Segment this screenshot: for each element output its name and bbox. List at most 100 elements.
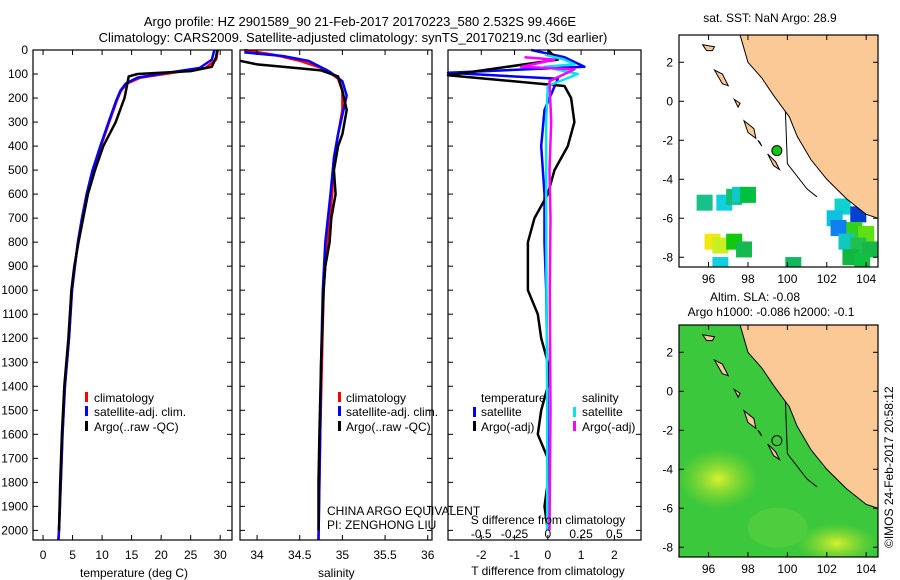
- island: [713, 358, 730, 377]
- legend-label: satellite: [582, 405, 623, 419]
- y-tick-label: 2: [666, 55, 673, 69]
- map-frame: [678, 324, 879, 558]
- x-tick-label: 0: [40, 548, 47, 562]
- island: [767, 443, 781, 461]
- legend-swatch-temp-argo: [473, 421, 476, 431]
- y-tick-label: 1600: [1, 427, 28, 441]
- island: [732, 387, 741, 399]
- plot-frame: [32, 49, 233, 541]
- legend-label: satellite-adj. clim.: [94, 405, 186, 419]
- series-line-salinity-argo-adj-: [519, 55, 576, 531]
- y-tick-label: 1000: [1, 283, 28, 297]
- s-tick-label: 0: [544, 527, 551, 541]
- map-content: [679, 325, 878, 557]
- figure-title-line1: Argo profile: HZ 2901589_90 21-Feb-2017 …: [144, 14, 577, 29]
- x-tick-label: 34: [250, 548, 264, 562]
- pi-line1: CHINA ARGO EQUIVALENT: [327, 504, 481, 518]
- sst-cell: [696, 194, 713, 211]
- series-line-temperature-satellite: [446, 48, 586, 531]
- y-tick-label: 1900: [1, 499, 28, 513]
- sumatra-land: [739, 35, 878, 219]
- island: [713, 68, 730, 87]
- argo-position-marker: [771, 145, 783, 157]
- y-tick-label: -4: [662, 172, 673, 186]
- series-line-argo-raw-qc-: [57, 49, 219, 531]
- s-tick-label: 0.5: [606, 527, 623, 541]
- y-tick-label: -6: [662, 211, 673, 225]
- y-tick-label: -6: [662, 501, 673, 515]
- x-tick-label: 96: [702, 562, 716, 576]
- s-tick-label: -0.5: [471, 527, 492, 541]
- x-tick-label: 25: [184, 548, 198, 562]
- sst-cell: [830, 220, 847, 237]
- island: [743, 409, 757, 430]
- temperature-legend: climatology satellite-adj. clim. Argo(..…: [85, 391, 186, 434]
- sst-map-title: sat. SST: NaN Argo: 28.9: [703, 11, 837, 25]
- legend-swatch-climatology: [338, 392, 341, 402]
- x-tick-label: 102: [817, 562, 837, 576]
- y-tick-label: 0: [666, 94, 673, 108]
- sumatra-land: [739, 325, 878, 509]
- salinity-axis-label: salinity: [318, 566, 355, 580]
- difference-panel: -2 -1 0 1 2 -0.5 -0.25 0 0.25 0.5: [446, 48, 642, 562]
- island: [701, 44, 716, 52]
- legend-swatch-sal-satellite: [573, 407, 576, 417]
- y-tick-label: 2: [666, 345, 673, 359]
- x-tick-label: 96: [702, 272, 716, 286]
- y-tick-label: -4: [662, 462, 673, 476]
- sla-map-subtitle: Argo h1000: -0.086 h2000: -0.1: [688, 305, 855, 319]
- y-tick-label: 1200: [1, 331, 28, 345]
- x-tick-label: 98: [741, 272, 755, 286]
- y-tick-label: 1100: [2, 307, 28, 321]
- sla-high-region: [679, 449, 759, 510]
- sst-cell: [739, 186, 756, 203]
- figure-title-line2: Climatology: CARS2009. Satellite-adjuste…: [99, 30, 608, 45]
- island: [757, 139, 763, 147]
- series-line-climatology: [57, 49, 220, 541]
- x-tick-label: 15: [125, 548, 139, 562]
- y-tick-label: 400: [8, 139, 28, 153]
- x-tick-label: 10: [95, 548, 109, 562]
- y-tick-label: 900: [8, 259, 28, 273]
- legend-swatch-temp-satellite: [473, 407, 476, 417]
- legend-swatch-sal-argo: [573, 421, 576, 431]
- sla-map-title: Altim. SLA: -0.08: [710, 290, 800, 304]
- temperature-panel: 0 5 10 15 20 25 300100200300400500600700800900…: [1, 43, 233, 562]
- y-tick-label: -8: [662, 540, 673, 554]
- x-tick-label: 34.5: [288, 548, 312, 562]
- s-tick-label: -0.25: [501, 527, 529, 541]
- legend-swatch-satellite: [85, 406, 88, 416]
- salinity-panel: 34 34.5 35 35.5 36: [239, 48, 435, 562]
- x-tick-label: 0: [544, 548, 551, 562]
- x-tick-label: 20: [154, 548, 168, 562]
- sst-cell: [736, 241, 753, 258]
- bathymetry-contour: [784, 111, 818, 198]
- map-frame: [678, 34, 879, 268]
- x-tick-label: 36: [421, 548, 435, 562]
- sla-map: 96 98 100 102 104 2 0 -2 -4 -6 -8: [662, 324, 879, 576]
- x-tick-label: 2: [611, 548, 618, 562]
- legend-label: Argo(-adj): [481, 420, 534, 434]
- x-tick-label: -1: [509, 548, 520, 562]
- legend-label: Argo(..raw -QC): [346, 420, 431, 434]
- series-line-salinity-satellite: [543, 53, 580, 531]
- y-tick-label: -2: [662, 133, 673, 147]
- sst-cell: [785, 257, 802, 267]
- imos-credit: ©IMOS 24-Feb-2017 20:58:12: [882, 386, 896, 548]
- y-tick-label: 1500: [1, 403, 28, 417]
- x-tick-label: 35.5: [373, 548, 397, 562]
- y-tick-label: 800: [8, 235, 28, 249]
- legend-swatch-argo: [338, 421, 341, 431]
- series-line-climatology: [244, 48, 344, 541]
- island: [743, 119, 757, 140]
- series-line-satellite-adj-clim-: [244, 51, 348, 541]
- legend-title-temperature: temperature: [481, 391, 546, 405]
- series-line-argo-raw-qc-: [239, 59, 348, 531]
- legend-label: climatology: [346, 391, 406, 405]
- island: [757, 429, 763, 437]
- y-tick-label: 600: [8, 187, 28, 201]
- legend-title-salinity: salinity: [582, 391, 619, 405]
- map-content: [679, 35, 878, 267]
- y-tick-label: 1800: [1, 475, 28, 489]
- legend-label: satellite-adj. clim.: [346, 405, 438, 419]
